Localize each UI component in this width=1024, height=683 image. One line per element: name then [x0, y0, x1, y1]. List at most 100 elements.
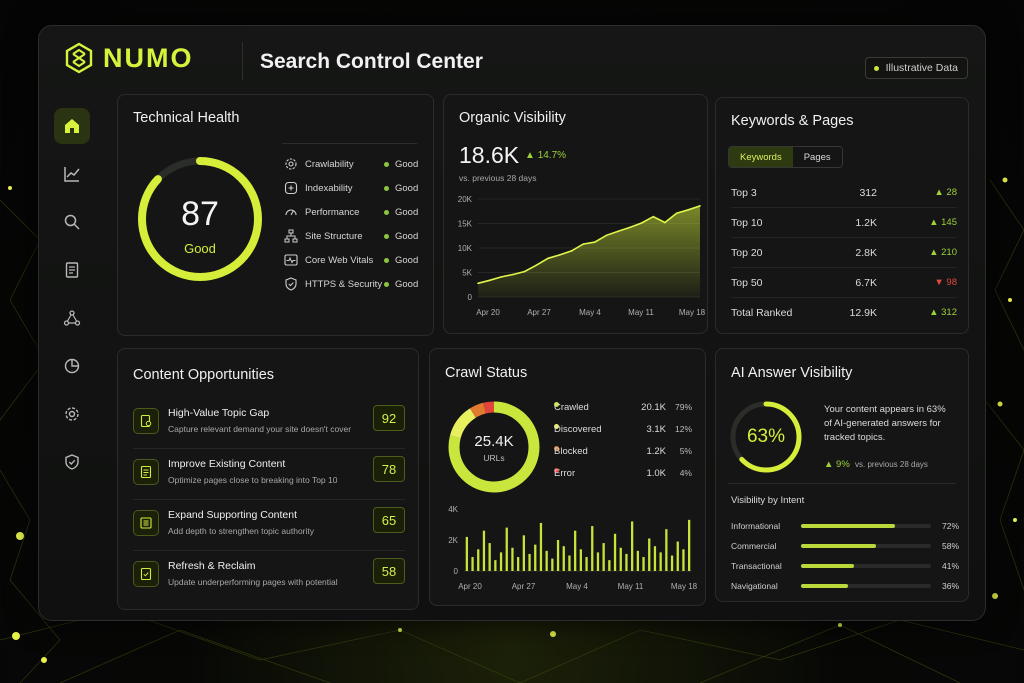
bar: [670, 555, 674, 571]
crawl-value: 20.1K: [641, 402, 666, 413]
nav-reports[interactable]: [54, 348, 90, 384]
intent-label: Transactional: [731, 561, 782, 571]
crawl-value: 3.1K: [646, 424, 666, 435]
metric-label: Performance: [305, 206, 360, 218]
intent-row-transactional: Transactional 41%: [731, 559, 959, 573]
crawl-pct: 4%: [679, 468, 692, 478]
intent-pct: 58%: [941, 541, 959, 551]
bar: [505, 527, 508, 571]
intent-track: [801, 564, 931, 568]
bar: [539, 522, 543, 571]
intent-fill: [801, 524, 895, 528]
shield-icon: [285, 277, 297, 291]
bar: [494, 560, 497, 571]
technical-health-card: Technical Health 87 Good Crawlability Go…: [117, 94, 434, 336]
page-title: Search Control Center: [260, 50, 483, 73]
bar: [591, 526, 594, 571]
data-point: [617, 230, 620, 233]
y-tick-label: 0: [454, 567, 459, 576]
organic-visibility-value: 18.6K: [459, 142, 520, 168]
nav-network[interactable]: [54, 300, 90, 336]
gear-icon: [285, 158, 297, 170]
metric-row-indexability: Indexability Good: [284, 181, 424, 195]
row-value: 1.2K: [855, 217, 877, 229]
y-tick-label: 5K: [462, 269, 472, 278]
badge-dot: [873, 65, 879, 71]
tab-keywords[interactable]: Keywords: [729, 147, 793, 167]
crawl-pct: 5%: [679, 446, 692, 456]
x-tick-label: May 4: [566, 582, 588, 591]
crawl-label-text: Error: [554, 468, 576, 479]
nav-settings[interactable]: [54, 396, 90, 432]
content-opportunities-card: Content Opportunities High-Value Topic G…: [117, 348, 419, 610]
opportunity-score: 58: [373, 558, 405, 584]
ai-visibility-title: AI Answer Visibility: [731, 365, 853, 381]
status-dot: [384, 257, 389, 263]
metric-label: HTTPS & Security: [305, 278, 383, 290]
opportunity-title: Improve Existing Content: [168, 458, 286, 470]
y-tick-label: 2K: [448, 536, 458, 545]
crawl-label-text: Blocked: [554, 446, 588, 457]
status-dot: [384, 233, 389, 239]
intent-pct: 72%: [941, 521, 959, 531]
tab-pages[interactable]: Pages: [803, 151, 831, 163]
x-tick-label: Apr 20: [476, 308, 500, 317]
intent-fill: [801, 564, 855, 568]
bar: [619, 547, 622, 571]
y-tick-label: 20K: [458, 195, 473, 204]
list-item[interactable]: Expand Supporting Content Add depth to s…: [133, 503, 405, 551]
health-score-label: Good: [184, 241, 216, 256]
bar: [499, 552, 503, 571]
area-fill: [478, 205, 700, 297]
table-row: Top 3 312 ▲ 28: [731, 178, 957, 208]
nav-content[interactable]: [54, 252, 90, 288]
data-point: [699, 205, 701, 207]
metric-label: Indexability: [305, 182, 353, 194]
organic-visibility-card: Organic Visibility 18.6K ▲ 14.7% vs. pre…: [443, 94, 708, 334]
content-opportunities-title: Content Opportunities: [133, 367, 275, 383]
row-value: 12.9K: [849, 307, 877, 319]
metric-status-text: Good: [395, 206, 419, 218]
brand-logo[interactable]: NUMO: [63, 42, 194, 74]
home-icon: [65, 119, 79, 133]
bar: [631, 521, 634, 571]
bar: [653, 546, 657, 571]
document-icon: [65, 262, 79, 278]
health-score-gauge: [138, 157, 262, 281]
x-tick-label: Apr 27: [512, 582, 536, 591]
bar: [511, 547, 514, 571]
metric-status: Good: [384, 183, 424, 194]
list-item[interactable]: Refresh & Reclaim Update underperforming…: [133, 554, 405, 602]
row-label: Total Ranked: [731, 307, 793, 319]
data-point: [512, 273, 514, 276]
metrics-divider: [282, 143, 417, 144]
bar: [556, 540, 560, 571]
topic-gap-icon: [133, 408, 159, 434]
data-point: [488, 279, 491, 282]
ai-visibility-delta: ▲ 9%: [824, 459, 850, 470]
ai-visibility-card: AI Answer Visibility 63% Your content ap…: [715, 348, 969, 602]
list-item[interactable]: Improve Existing Content Optimize pages …: [133, 452, 405, 500]
bar: [522, 535, 525, 571]
search-icon: [64, 214, 80, 230]
crawl-total-label: URLs: [483, 453, 505, 463]
bar: [602, 543, 605, 571]
index-icon: [284, 181, 298, 195]
nav-analytics[interactable]: [54, 156, 90, 192]
gear-icon: [65, 407, 79, 421]
intent-title: Visibility by Intent: [731, 495, 805, 506]
bar: [659, 552, 662, 571]
nav-security[interactable]: [54, 444, 90, 480]
row-value: 2.8K: [855, 247, 877, 259]
technical-health-title: Technical Health: [133, 110, 240, 126]
bar: [471, 557, 474, 571]
list-item[interactable]: High-Value Topic Gap Capture relevant de…: [133, 401, 405, 449]
crawl-status-title: Crawl Status: [445, 365, 528, 381]
nav-home[interactable]: [54, 108, 90, 144]
status-dot: [384, 281, 389, 287]
row-label: Top 50: [731, 277, 763, 289]
list-document-icon: [133, 510, 159, 536]
nav-search[interactable]: [54, 204, 90, 240]
bar: [625, 553, 628, 571]
ai-visibility-comparison: vs. previous 28 days: [855, 460, 928, 469]
